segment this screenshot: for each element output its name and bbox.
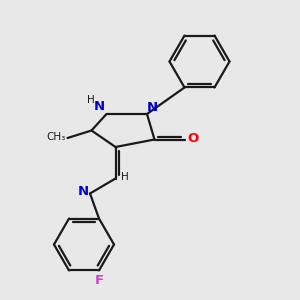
Text: H: H (121, 172, 128, 182)
Text: O: O (187, 132, 199, 145)
Text: CH₃: CH₃ (47, 131, 66, 142)
Text: F: F (94, 274, 103, 287)
Text: N: N (93, 100, 105, 113)
Text: N: N (147, 101, 158, 114)
Text: H: H (87, 94, 94, 105)
Text: N: N (78, 184, 89, 198)
